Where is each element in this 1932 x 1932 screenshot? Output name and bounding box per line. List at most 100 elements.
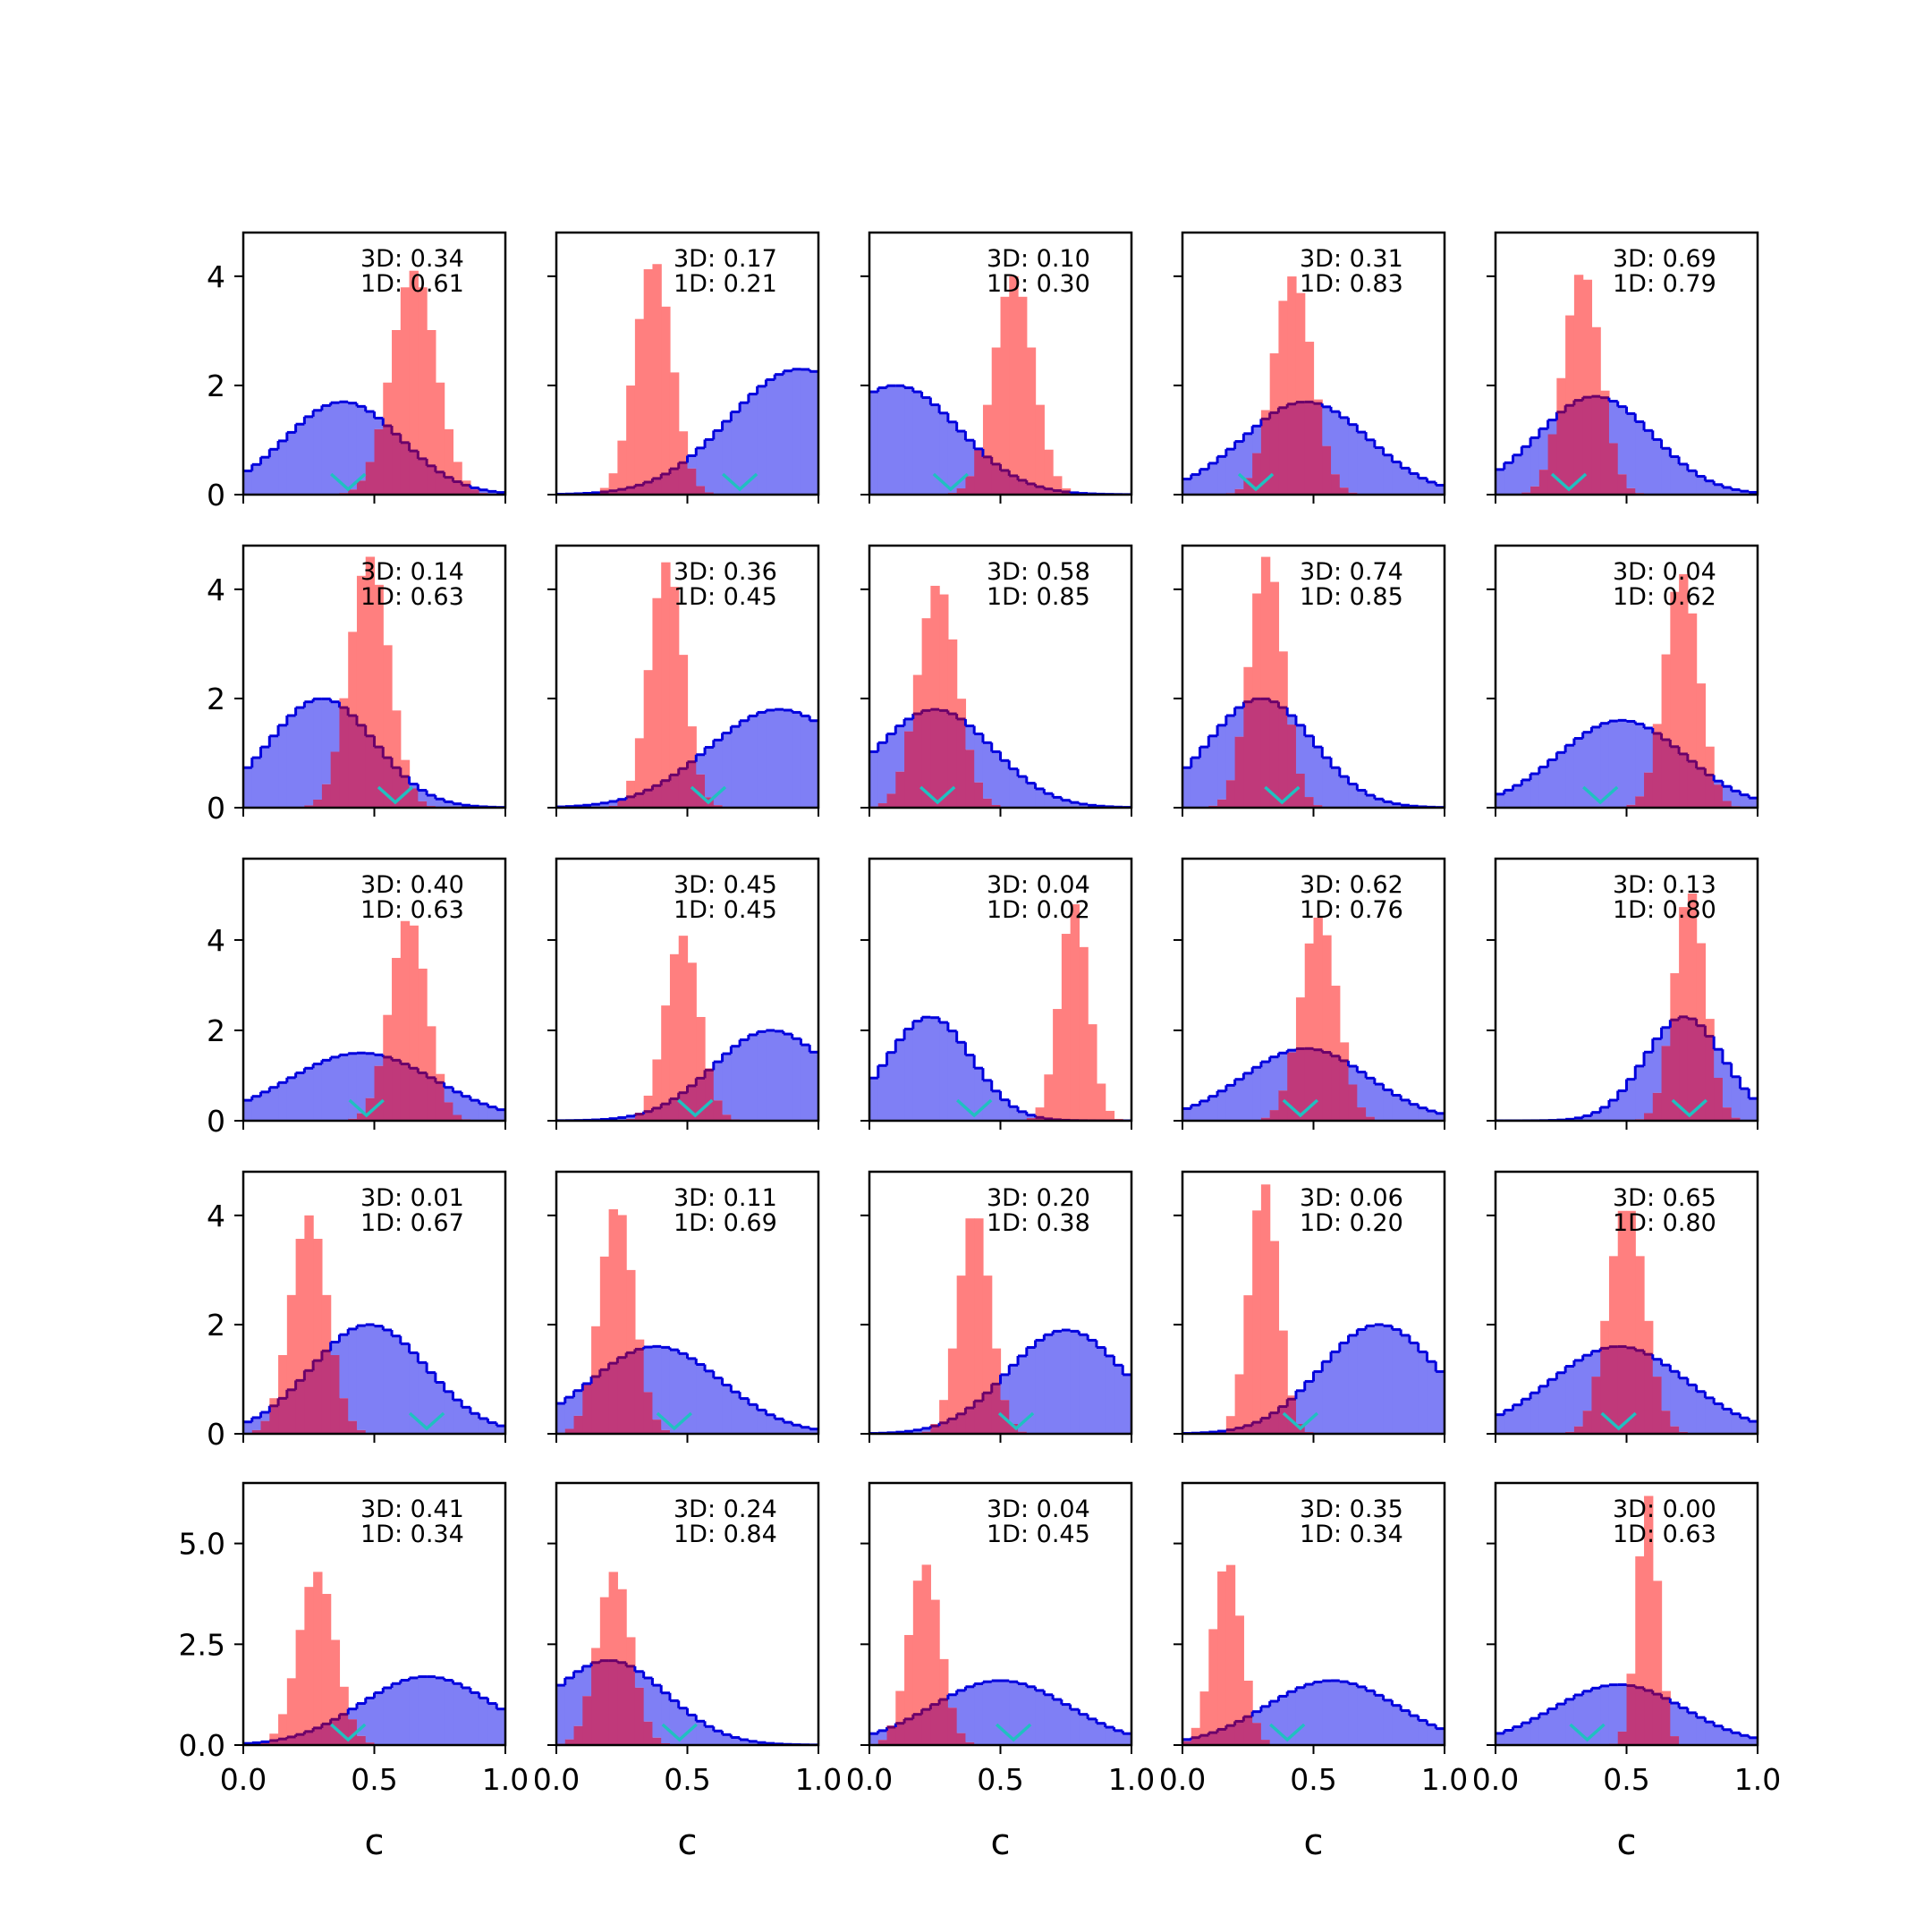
blue-histogram-bar [462,1687,471,1745]
annotation-1d: 1D: 0.21 [674,270,777,298]
overlap-histogram-bar [1313,1049,1323,1121]
overlap-histogram-bar [982,456,993,495]
red-histogram-bar [1600,1320,1610,1349]
blue-histogram-bar [1705,480,1715,495]
red-histogram-bar [1679,573,1689,754]
blue-histogram-bar [1591,726,1601,808]
overlap-histogram-bar [591,1377,601,1434]
plot-area [243,1572,505,1745]
red-histogram-bar [1243,666,1253,702]
blue-histogram-bar [479,1104,489,1121]
annotation-1d: 1D: 0.63 [360,896,464,924]
red-histogram-bar [1269,353,1280,413]
overlap-histogram-bar [1357,1107,1367,1121]
blue-histogram-bar [1582,1115,1593,1121]
blue-histogram-bar [1705,1397,1715,1434]
blue-histogram-bar [1661,1027,1671,1046]
blue-histogram-bar [1339,1343,1350,1434]
blue-histogram-bar [1322,758,1332,808]
red-histogram-bar [1635,1556,1645,1688]
blue-histogram-bar [1096,1347,1106,1434]
red-histogram-bar [1252,1210,1262,1423]
blue-histogram-bar [1644,1052,1654,1114]
overlap-histogram-bar [304,805,314,808]
overlap-histogram-bar [435,1082,445,1121]
red-histogram-bar [1035,1107,1045,1118]
blue-histogram-bar [1252,1067,1262,1121]
overlap-histogram-bar [1608,443,1619,495]
blue-histogram-bar [1348,1683,1358,1745]
blue-histogram-bar [974,733,984,783]
blue-histogram-bar [1217,456,1227,495]
blue-histogram-bar [1357,1329,1367,1434]
red-histogram-bar [1652,1580,1663,1695]
annotation-1d: 1D: 0.30 [987,270,1090,298]
overlap-histogram-bar [1252,453,1262,495]
blue-histogram-bar [921,397,931,495]
blue-histogram-bar [330,1056,341,1121]
blue-histogram-bar [1339,417,1350,488]
overlap-histogram-bar [626,1665,636,1745]
blue-histogram-bar [869,1078,879,1121]
overlap-histogram-bar [330,1719,341,1745]
blue-histogram-bar [1538,1713,1549,1745]
red-histogram-bar [1070,903,1080,1121]
overlap-histogram-bar [1225,1429,1236,1434]
blue-histogram-bar [409,1352,419,1434]
overlap-histogram-bar [278,1739,288,1745]
overlap-histogram-bar [582,1696,592,1745]
overlap-histogram-bar [982,1393,993,1434]
cyan-marker [677,1098,714,1118]
blue-histogram-bar [356,1326,367,1430]
blue-histogram-bar [775,374,784,495]
blue-histogram-bar [626,1115,636,1119]
blue-histogram-bar [748,1034,758,1121]
blue-histogram-bar [1427,481,1436,495]
annotation-3d: 3D: 0.69 [1613,245,1716,273]
blue-histogram-bar [1357,1072,1367,1108]
blue-histogram-bar [1105,1355,1115,1434]
blue-histogram-bar [365,1053,376,1098]
overlap-histogram-bar [392,434,402,495]
red-histogram-bar [348,631,358,716]
blue-histogram-bar [1617,720,1628,808]
blue-histogram-bar [991,1090,1002,1121]
blue-histogram-bar [1331,411,1341,475]
blue-histogram-bar [1714,1049,1724,1079]
blue-histogram-bar [783,709,793,808]
blue-histogram-bar [766,709,775,808]
overlap-histogram-bar [1252,1723,1262,1745]
overlap-histogram-bar [1722,1107,1733,1121]
overlap-histogram-bar [564,1739,575,1745]
overlap-histogram-bar [886,793,896,808]
overlap-histogram-bar [1234,488,1244,495]
overlap-histogram-bar [573,1725,583,1745]
overlap-histogram-bar [696,486,706,495]
blue-histogram-bar [1670,1371,1680,1427]
annotation-3d: 3D: 0.11 [674,1184,777,1212]
overlap-histogram-bar [313,1727,323,1745]
overlap-histogram-bar [1582,397,1593,495]
blue-histogram-bar [260,457,270,495]
red-histogram-bar [269,1733,279,1741]
red-histogram-bar [313,1572,323,1728]
overlap-histogram-bar [444,1102,453,1121]
blue-histogram-bar [1573,1360,1584,1427]
x-axis-label: c [1304,1822,1324,1863]
blue-histogram-bar [748,1404,758,1434]
plot-area [869,1218,1131,1434]
blue-histogram-bar [643,1677,654,1722]
x-axis-label: c [991,1822,1011,1863]
blue-histogram-bar [1018,1355,1028,1432]
red-histogram-bar [1287,1395,1297,1400]
red-histogram-bar [947,1348,958,1419]
blue-histogram-bar [904,387,914,495]
overlap-histogram-bar [912,1714,923,1745]
blue-histogram-bar [661,1347,671,1430]
blue-histogram-bar [1436,1728,1445,1745]
blue-histogram-bar [564,1677,575,1740]
blue-histogram-bar [1304,1684,1315,1745]
